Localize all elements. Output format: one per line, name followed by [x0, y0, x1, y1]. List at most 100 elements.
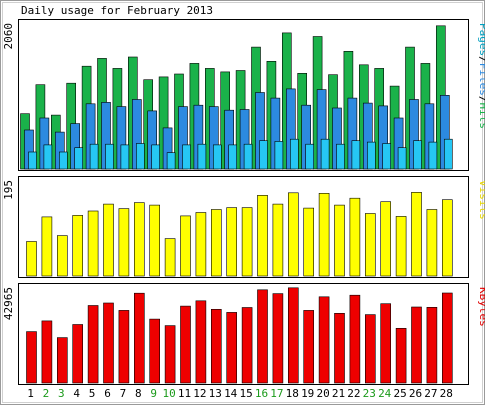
x-tick-label-5: 5	[89, 387, 96, 400]
panel-hits-side-label: Pages/Files/Hits	[477, 23, 485, 129]
x-tick-label-19: 19	[301, 387, 314, 400]
bar-kbytes-6	[103, 302, 114, 384]
panel-visits-max-label: 195	[2, 180, 15, 200]
bar-visits-12	[195, 212, 207, 277]
bar-kbytes-22	[349, 294, 361, 384]
series-visits	[26, 192, 453, 277]
bar-visits-17	[272, 203, 284, 277]
bar-pages-17	[274, 141, 284, 170]
bar-pages-18	[289, 138, 299, 170]
bar-pages-25	[397, 147, 407, 170]
bar-pages-13	[213, 144, 222, 170]
bar-visits-4	[72, 215, 83, 277]
x-axis-labels: 1 2 3 4 5 6 7 8 9 10 11 12 13 14 15 16 17 18 19 20 21 22 23 24 2…	[27, 387, 453, 400]
series-kbytes	[26, 287, 453, 384]
x-tick-label-13: 13	[209, 387, 222, 400]
bar-kbytes-14	[226, 312, 237, 384]
bar-kbytes-17	[272, 293, 284, 384]
bar-kbytes-18	[287, 287, 299, 384]
x-tick-label-1: 1	[27, 387, 34, 400]
bar-kbytes-12	[195, 300, 207, 384]
bar-visits-18	[287, 192, 299, 277]
bar-visits-20	[318, 193, 330, 277]
x-tick-label-12: 12	[193, 387, 206, 400]
bar-pages-3	[58, 151, 68, 170]
x-tick-label-9: 9	[150, 387, 157, 400]
side-label-part: Hits	[477, 103, 485, 130]
side-label-part: /	[477, 96, 485, 103]
bar-visits-25	[395, 216, 407, 277]
bar-visits-27	[426, 209, 438, 277]
x-tick-label-11: 11	[178, 387, 191, 400]
x-tick-label-3: 3	[58, 387, 65, 400]
bar-pages-24	[382, 143, 392, 170]
bar-visits-24	[380, 201, 392, 277]
bar-visits-15	[241, 207, 253, 277]
bar-kbytes-15	[241, 307, 253, 384]
side-label-part: Visits	[477, 180, 485, 220]
bar-pages-23	[366, 141, 376, 170]
bar-pages-22	[351, 140, 361, 170]
x-tick-label-4: 4	[73, 387, 80, 400]
bar-pages-9	[151, 144, 160, 170]
side-label-part: Pages	[477, 23, 485, 56]
panel-kbytes-side-label: KBytes	[477, 287, 485, 327]
bar-kbytes-23	[364, 314, 376, 384]
bar-kbytes-11	[180, 305, 191, 384]
bar-visits-22	[349, 197, 361, 277]
bar-visits-7	[118, 208, 130, 277]
x-tick-label-22: 22	[347, 387, 360, 400]
x-tick-label-28: 28	[440, 387, 453, 400]
x-tick-label-23: 23	[363, 387, 376, 400]
bar-kbytes-27	[426, 306, 438, 384]
bar-kbytes-8	[134, 292, 145, 384]
series-files	[24, 88, 450, 170]
bar-kbytes-7	[118, 310, 130, 384]
bar-pages-10	[166, 152, 176, 170]
bar-visits-28	[441, 199, 453, 277]
bar-pages-8	[136, 143, 145, 170]
bar-visits-19	[303, 207, 315, 277]
bar-pages-19	[305, 143, 315, 170]
bar-kbytes-5	[87, 305, 99, 384]
x-tick-label-2: 2	[43, 387, 50, 400]
bar-kbytes-4	[72, 324, 83, 384]
x-tick-label-18: 18	[286, 387, 299, 400]
series-pages	[28, 138, 453, 170]
bar-kbytes-2	[41, 320, 53, 384]
bar-kbytes-21	[334, 312, 345, 384]
side-label-part: /	[477, 56, 485, 63]
bar-pages-6	[105, 143, 114, 170]
x-tick-label-20: 20	[316, 387, 329, 400]
bar-kbytes-25	[395, 327, 407, 384]
x-tick-label-15: 15	[239, 387, 252, 400]
panel-kbytes-max-label: 42965	[2, 287, 15, 320]
x-tick-label-8: 8	[135, 387, 142, 400]
x-tick-label-14: 14	[224, 387, 238, 400]
bar-pages-27	[428, 141, 438, 170]
panel-hits: 2060 Pages/Files/Hits	[2, 19, 485, 171]
bar-visits-13	[211, 209, 222, 277]
bar-visits-21	[334, 204, 345, 277]
bar-pages-16	[259, 140, 268, 170]
x-tick-label-24: 24	[378, 387, 392, 400]
panel-hits-max-label: 2060	[2, 23, 15, 50]
bar-kbytes-24	[380, 303, 392, 384]
bar-visits-26	[411, 192, 422, 277]
bar-visits-2	[41, 216, 53, 277]
bar-kbytes-1	[26, 331, 37, 384]
x-tick-label-26: 26	[409, 387, 422, 400]
bar-pages-2	[43, 144, 53, 170]
bar-kbytes-9	[149, 318, 160, 384]
bar-pages-28	[443, 138, 453, 170]
chart-title: Daily usage for February 2013	[21, 4, 213, 17]
bar-kbytes-16	[257, 289, 268, 384]
x-tick-label-21: 21	[332, 387, 345, 400]
x-tick-label-17: 17	[270, 387, 283, 400]
chart-panels: 2060 Pages/Files/Hits 195 Visits 42965 KBytes	[2, 19, 485, 385]
bar-pages-11	[182, 144, 191, 170]
bar-visits-3	[56, 235, 68, 277]
bar-pages-7	[120, 144, 130, 170]
bar-kbytes-20	[318, 296, 330, 384]
